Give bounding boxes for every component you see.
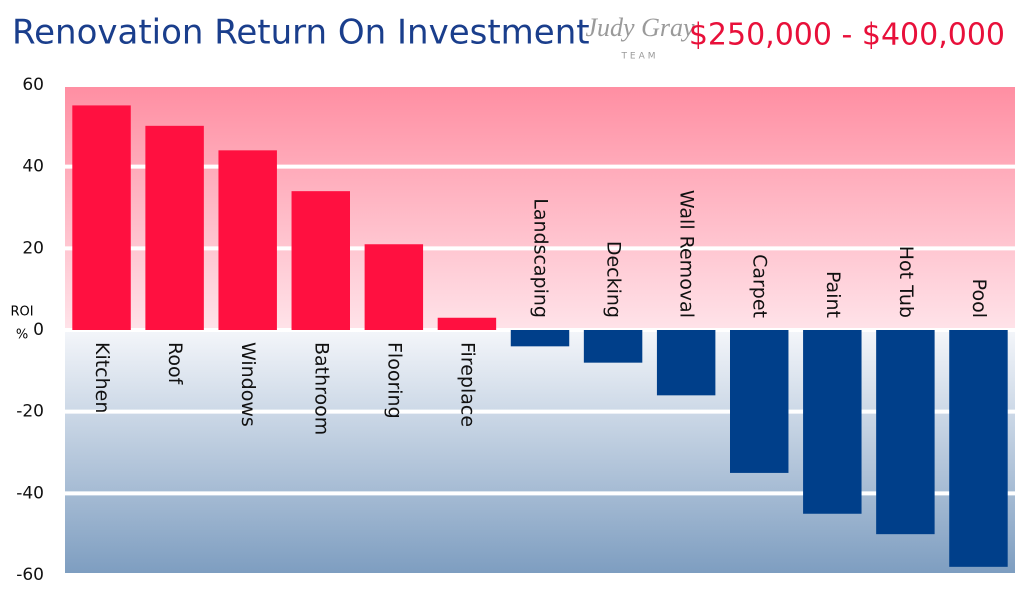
- x-tick-label: Pool: [968, 279, 990, 318]
- y-axis-label: %: [16, 328, 28, 343]
- x-tick-label: Roof: [164, 342, 186, 386]
- x-tick-label: Windows: [237, 342, 259, 427]
- x-tick-label: Hot Tub: [895, 246, 917, 318]
- x-tick-label: Carpet: [749, 254, 771, 318]
- y-axis-label: ROI: [10, 305, 33, 320]
- bar: [803, 330, 862, 514]
- bar: [949, 330, 1008, 567]
- bar: [510, 330, 570, 347]
- bar: [72, 105, 131, 331]
- logo: Judy Gray: [585, 13, 694, 42]
- x-tick-label: Decking: [603, 241, 625, 318]
- bar: [876, 330, 935, 535]
- x-tick-label: Fireplace: [456, 342, 478, 427]
- y-tick-label: -20: [16, 402, 44, 422]
- bar: [656, 330, 716, 396]
- y-tick-label: 40: [22, 157, 44, 177]
- x-tick-label: Flooring: [383, 342, 405, 419]
- x-tick-label: Landscaping: [530, 198, 552, 318]
- bar: [364, 244, 424, 330]
- chart-subtitle: $250,000 - $400,000: [689, 18, 1005, 53]
- bar: [583, 330, 643, 363]
- y-tick-label: -60: [16, 565, 44, 585]
- bar: [145, 125, 204, 330]
- bar: [437, 317, 497, 330]
- y-tick-label: -40: [16, 483, 44, 503]
- bar: [218, 150, 277, 330]
- y-tick-label: 0: [33, 320, 44, 340]
- bar: [291, 191, 350, 330]
- y-tick-label: 20: [22, 238, 44, 258]
- chart-title: Renovation Return On Investment: [12, 13, 590, 53]
- x-tick-label: Wall Removal: [676, 190, 698, 318]
- x-tick-label: Paint: [822, 271, 844, 318]
- logo-sub: TEAM: [620, 52, 658, 62]
- x-tick-label: Kitchen: [91, 342, 113, 413]
- x-tick-label: Bathroom: [310, 342, 332, 435]
- bar: [730, 330, 789, 473]
- y-tick-label: 60: [22, 75, 44, 95]
- plot-background: [65, 330, 1015, 575]
